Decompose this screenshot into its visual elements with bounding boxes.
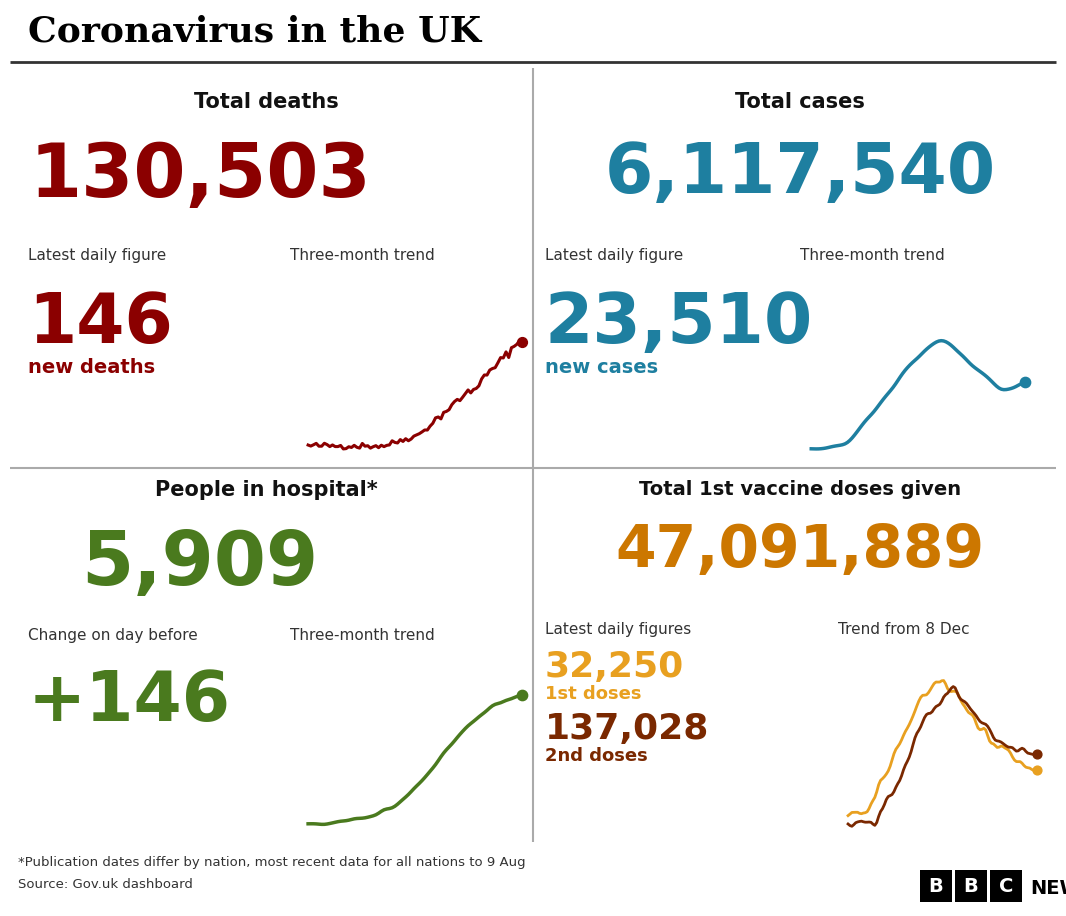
Point (1029, 762, 1046, 777)
Text: 137,028: 137,028 (545, 712, 709, 746)
Text: Three-month trend: Three-month trend (290, 248, 435, 263)
Point (514, 334, 531, 349)
FancyBboxPatch shape (990, 870, 1022, 902)
Text: Total deaths: Total deaths (194, 92, 338, 112)
Point (514, 688, 531, 703)
Text: 5,909: 5,909 (81, 528, 319, 601)
Text: Latest daily figures: Latest daily figures (545, 622, 691, 637)
Text: B: B (928, 877, 943, 896)
Text: new deaths: new deaths (28, 358, 156, 377)
Text: Latest daily figure: Latest daily figure (545, 248, 683, 263)
Text: +146: +146 (28, 668, 231, 735)
Text: B: B (964, 877, 979, 896)
Text: Three-month trend: Three-month trend (290, 628, 435, 643)
Text: C: C (999, 877, 1013, 896)
Text: 6,117,540: 6,117,540 (604, 140, 996, 207)
Text: Three-month trend: Three-month trend (800, 248, 944, 263)
Text: 47,091,889: 47,091,889 (615, 522, 985, 579)
Text: Source: Gov.uk dashboard: Source: Gov.uk dashboard (18, 878, 193, 891)
Text: 146: 146 (28, 290, 173, 357)
Text: Coronavirus in the UK: Coronavirus in the UK (28, 14, 481, 48)
Point (1029, 747, 1046, 761)
Text: 1st doses: 1st doses (545, 685, 642, 703)
Point (1017, 376, 1034, 390)
Text: Total 1st vaccine doses given: Total 1st vaccine doses given (639, 480, 962, 499)
Text: People in hospital*: People in hospital* (155, 480, 377, 500)
Text: Trend from 8 Dec: Trend from 8 Dec (838, 622, 970, 637)
FancyBboxPatch shape (920, 870, 952, 902)
Text: Latest daily figure: Latest daily figure (28, 248, 166, 263)
Text: NEWS: NEWS (1030, 878, 1066, 898)
Text: Total cases: Total cases (736, 92, 865, 112)
Text: 130,503: 130,503 (29, 140, 371, 213)
Text: *Publication dates differ by nation, most recent data for all nations to 9 Aug: *Publication dates differ by nation, mos… (18, 856, 526, 869)
FancyBboxPatch shape (955, 870, 987, 902)
Text: 23,510: 23,510 (545, 290, 813, 357)
Text: 32,250: 32,250 (545, 650, 684, 684)
Text: new cases: new cases (545, 358, 658, 377)
Text: Change on day before: Change on day before (28, 628, 198, 643)
Text: 2nd doses: 2nd doses (545, 747, 648, 765)
